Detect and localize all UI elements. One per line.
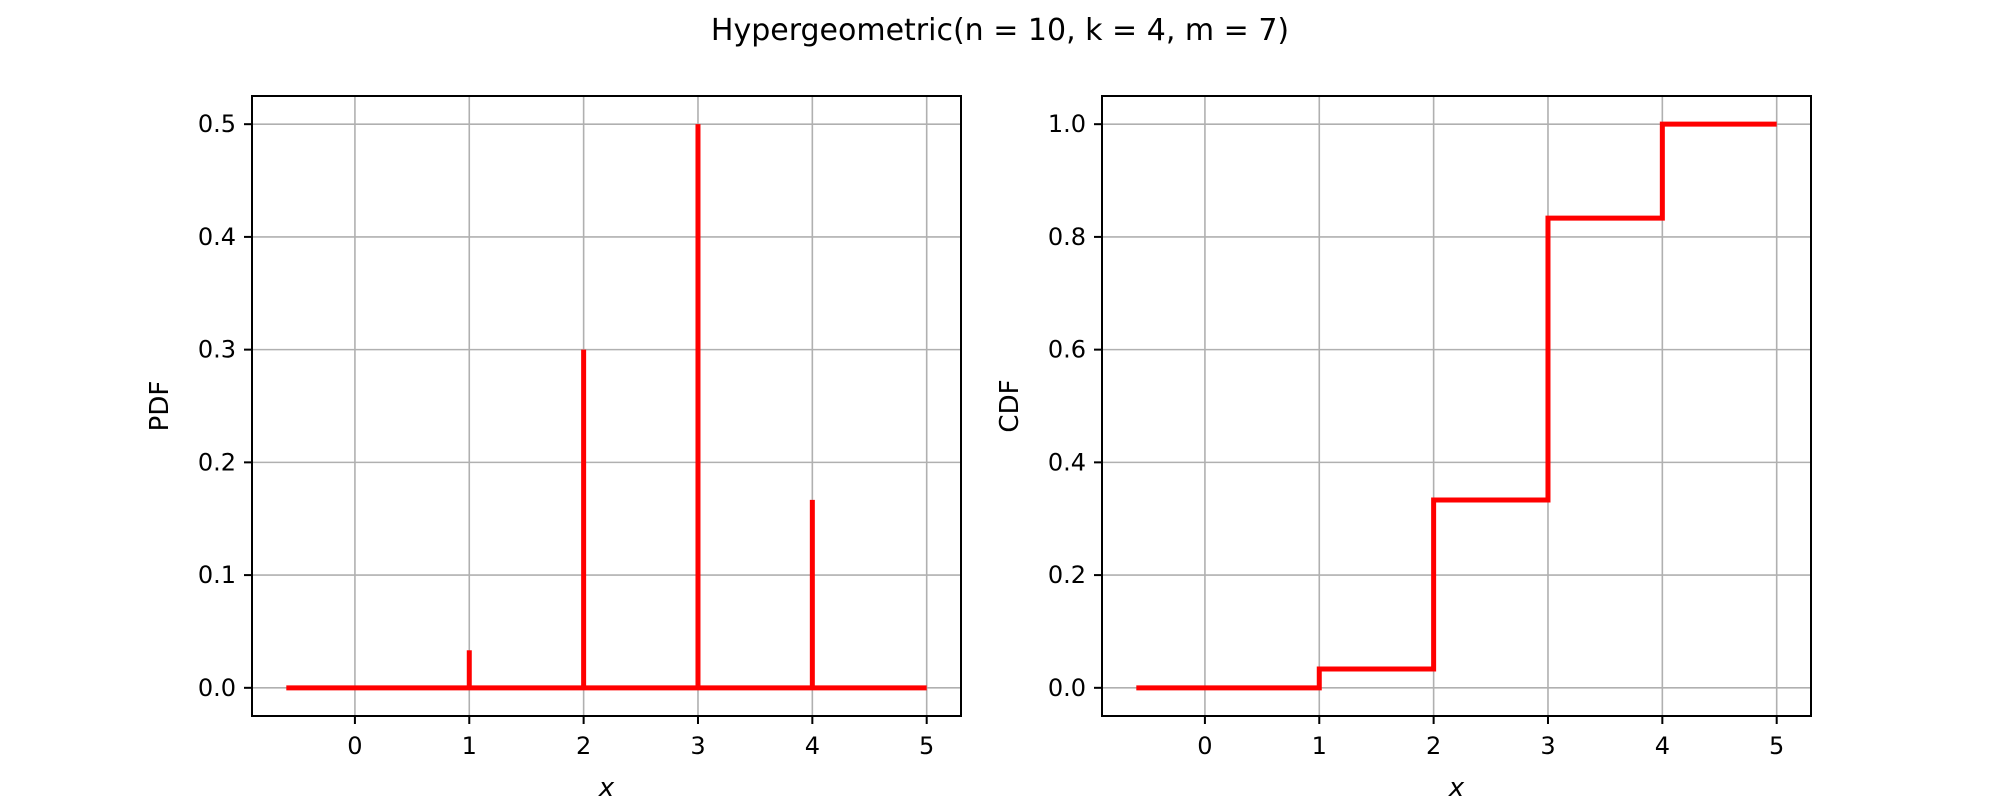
cdf-step-line bbox=[1136, 121, 1777, 691]
pdf-panel: 0 1 2 3 4 5 0.0 0.1 0.2 0.3 0.4 0.5 x PDF bbox=[145, 95, 962, 803]
cdf-x-tick-label: 2 bbox=[1426, 732, 1441, 760]
pdf-y-axis-label: PDF bbox=[145, 381, 175, 432]
cdf-axes-frame bbox=[1101, 95, 1812, 717]
cdf-y-tick-label: 0.8 bbox=[1048, 223, 1086, 251]
pdf-x-tick-label: 4 bbox=[805, 732, 820, 760]
cdf-x-tick-label: 3 bbox=[1540, 732, 1555, 760]
pdf-y-tick-label: 0.3 bbox=[198, 336, 236, 364]
pdf-y-tick-label: 0.1 bbox=[198, 561, 236, 589]
pdf-x-tick-label: 0 bbox=[347, 732, 362, 760]
pdf-y-tick-label: 0.5 bbox=[198, 110, 236, 138]
pdf-y-tick-label: 0.2 bbox=[198, 448, 236, 476]
pdf-x-tick-label: 5 bbox=[919, 732, 934, 760]
pdf-x-axis-label: x bbox=[598, 773, 615, 800]
cdf-y-tick-label: 1.0 bbox=[1048, 110, 1086, 138]
pdf-y-tick-label: 0.4 bbox=[198, 223, 236, 251]
cdf-y-tick-label: 0.4 bbox=[1048, 448, 1086, 476]
pdf-y-tick-label: 0.0 bbox=[198, 674, 236, 702]
pdf-x-tick-label: 3 bbox=[690, 732, 705, 760]
cdf-y-tick-label: 0.2 bbox=[1048, 561, 1086, 589]
cdf-x-tick-label: 1 bbox=[1312, 732, 1327, 760]
cdf-x-tick-label: 0 bbox=[1197, 732, 1212, 760]
pdf-axes-frame bbox=[251, 95, 962, 717]
cdf-y-axis-label: CDF bbox=[995, 379, 1025, 432]
cdf-y-tick-label: 0.6 bbox=[1048, 336, 1086, 364]
cdf-x-tick-label: 4 bbox=[1655, 732, 1670, 760]
cdf-y-tick-label: 0.0 bbox=[1048, 674, 1086, 702]
pdf-x-tick-label: 2 bbox=[576, 732, 591, 760]
cdf-x-tick-label: 5 bbox=[1769, 732, 1784, 760]
cdf-x-axis-label: x bbox=[1448, 773, 1465, 800]
cdf-panel: 0 1 2 3 4 5 0.0 0.2 0.4 0.6 0.8 1.0 x CDF bbox=[995, 95, 1812, 803]
pdf-x-tick-label: 1 bbox=[462, 732, 477, 760]
figure-title: Hypergeometric(n = 10, k = 4, m = 7) bbox=[711, 13, 1289, 48]
